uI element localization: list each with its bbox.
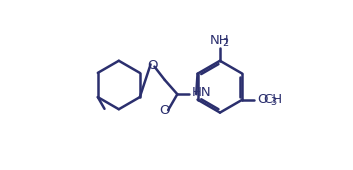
Text: 3: 3 bbox=[270, 97, 276, 107]
Text: 2: 2 bbox=[222, 38, 229, 48]
Text: O: O bbox=[257, 93, 267, 106]
Text: O: O bbox=[159, 104, 170, 117]
Text: CH: CH bbox=[263, 93, 282, 106]
Text: HN: HN bbox=[192, 86, 211, 99]
Text: O: O bbox=[147, 59, 157, 72]
Text: NH: NH bbox=[209, 34, 229, 47]
